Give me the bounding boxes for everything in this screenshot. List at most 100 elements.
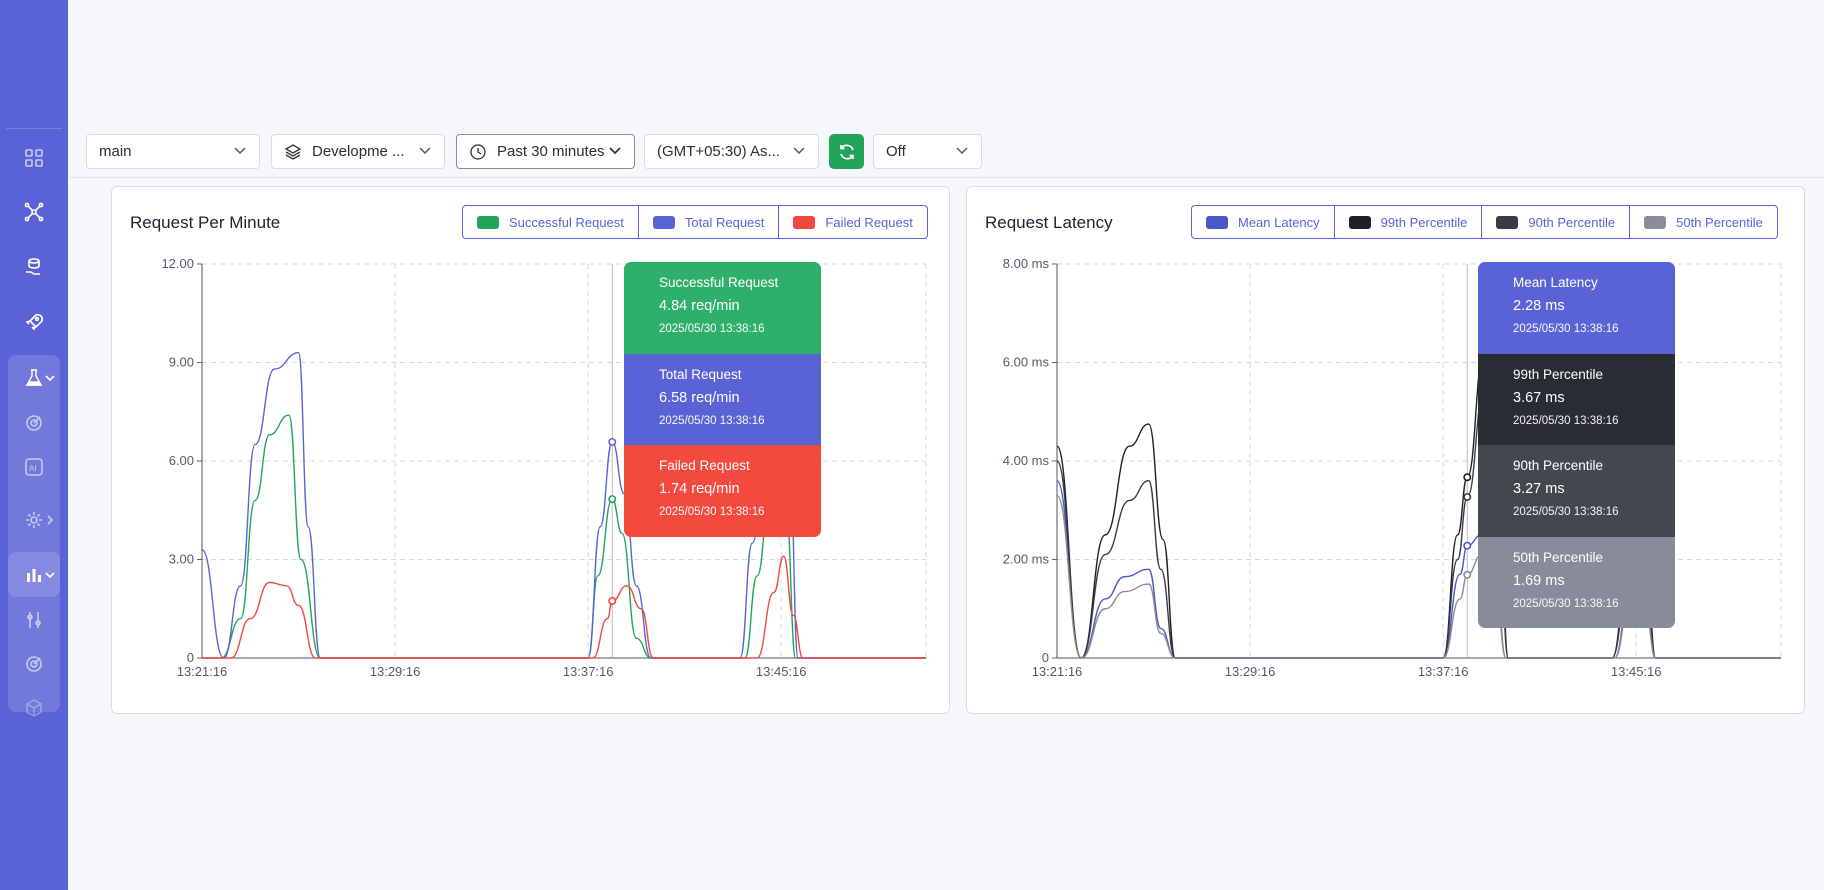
goal-target-icon[interactable] <box>20 650 48 678</box>
chevron-down-icon <box>956 147 968 155</box>
sliders-icon[interactable] <box>20 606 48 634</box>
clock-icon <box>470 143 486 160</box>
chevron-right-icon[interactable] <box>44 514 56 526</box>
chevron-down-icon <box>234 147 246 155</box>
legend-swatch <box>1644 215 1667 229</box>
dashboard-icon[interactable] <box>20 144 48 172</box>
tooltip-series-name: 50th Percentile <box>1513 549 1604 565</box>
environment-select-value: Developme ... <box>312 143 405 160</box>
flask-icon[interactable] <box>20 364 48 392</box>
latency-chart[interactable]: 0 2.00 ms 4.00 ms 6.00 ms 8.00 ms 13:21:16 13:… <box>967 187 1806 715</box>
legend-successful-request[interactable]: Successful Request <box>463 206 639 238</box>
branch-select-value: main <box>99 143 132 160</box>
legend-label: Total Request <box>684 214 765 230</box>
auto-refresh-select[interactable]: Off <box>873 134 982 169</box>
legend-swatch <box>793 215 816 229</box>
tooltip-time: 2025/05/30 13:38:16 <box>659 414 765 427</box>
x-tick-label: 13:21:16 <box>1032 664 1083 679</box>
legend-swatch <box>652 215 675 229</box>
ai-icon[interactable]: AI <box>20 453 48 481</box>
chart-tooltip: Mean Latency 2.28 ms 2025/05/30 13:38:16… <box>1478 262 1675 628</box>
hover-point <box>1463 570 1472 579</box>
tooltip-time: 2025/05/30 13:38:16 <box>1513 323 1619 335</box>
sidebar-divider <box>6 128 62 129</box>
tooltip-time: 2025/05/30 13:38:16 <box>659 506 765 518</box>
panel-title: Request Latency <box>985 213 1113 232</box>
chart-tooltip: Successful Request 4.84 req/min 2025/05/… <box>624 262 821 537</box>
panel-title: Request Per Minute <box>130 213 281 232</box>
tooltip-series-name: Successful Request <box>659 275 779 290</box>
tooltip-value: 3.67 ms <box>1513 389 1565 406</box>
hover-point <box>608 495 617 504</box>
legend-total-request[interactable]: Total Request <box>639 206 780 238</box>
refresh-icon <box>839 143 854 160</box>
layers-icon <box>284 143 302 160</box>
bar-chart-icon[interactable] <box>20 561 48 589</box>
network-icon[interactable] <box>20 198 48 226</box>
tooltip-value: 3.27 ms <box>1513 481 1565 497</box>
tooltip-mean: Mean Latency 2.28 ms 2025/05/30 13:38:16 <box>1478 262 1675 354</box>
tooltip-failed: Failed Request 1.74 req/min 2025/05/30 1… <box>624 445 821 537</box>
chevron-down-icon[interactable] <box>44 569 56 581</box>
chevron-down-icon <box>609 147 621 155</box>
legend-label: Mean Latency <box>1238 214 1320 230</box>
y-tick-label: 3.00 <box>169 552 194 567</box>
tooltip-p50: 50th Percentile 1.69 ms 2025/05/30 13:38… <box>1478 536 1675 628</box>
chevron-down-icon <box>419 147 431 155</box>
x-tick-label: 13:45:16 <box>756 664 807 679</box>
rpm-chart[interactable]: 0 3.00 6.00 9.00 12.00 13:21:16 13:29:16 13:37:… <box>112 187 951 715</box>
tooltip-value: 6.58 req/min <box>659 389 740 406</box>
refresh-button[interactable] <box>829 134 864 169</box>
tooltip-value: 4.84 req/min <box>659 298 740 314</box>
chart-legend: Mean Latency 99th Percentile 90th Percen… <box>1191 205 1778 239</box>
y-tick-label: 12.00 <box>161 256 194 271</box>
hover-point <box>608 437 617 446</box>
x-tick-label: 13:45:16 <box>1611 664 1662 679</box>
legend-swatch <box>477 215 499 229</box>
y-tick-label: 0 <box>1042 650 1049 665</box>
tooltip-value: 1.74 req/min <box>659 481 740 497</box>
legend-label: Failed Request <box>825 214 913 230</box>
legend-99th-percentile[interactable]: 99th Percentile <box>1335 206 1483 238</box>
tooltip-successful: Successful Request 4.84 req/min 2025/05/… <box>624 262 821 354</box>
y-tick-label: 6.00 <box>169 453 194 468</box>
tooltip-value: 2.28 ms <box>1513 298 1565 314</box>
tooltip-series-name: Mean Latency <box>1513 275 1598 290</box>
hover-point <box>1463 541 1472 550</box>
legend-swatch <box>1206 215 1228 229</box>
rocket-icon[interactable] <box>20 308 48 336</box>
legend-failed-request[interactable]: Failed Request <box>779 206 926 238</box>
chart-legend: Successful Request Total Request Failed … <box>462 205 928 239</box>
hover-point <box>1463 473 1472 482</box>
branch-select[interactable]: main <box>86 134 260 169</box>
timezone-select[interactable]: (GMT+05:30) As... <box>644 134 819 169</box>
environment-select[interactable]: Developme ... <box>271 134 445 169</box>
legend-mean-latency[interactable]: Mean Latency <box>1192 206 1335 238</box>
legend-90th-percentile[interactable]: 90th Percentile <box>1482 206 1631 238</box>
legend-50th-percentile[interactable]: 50th Percentile <box>1630 206 1777 238</box>
toolbar <box>68 0 1824 178</box>
chevron-down-icon[interactable] <box>44 372 56 384</box>
time-range-select[interactable]: Past 30 minutes <box>456 134 635 169</box>
x-tick-label: 13:21:16 <box>177 664 228 679</box>
target-icon[interactable] <box>20 409 48 437</box>
tooltip-time: 2025/05/30 13:38:16 <box>1513 597 1619 610</box>
legend-label: 50th Percentile <box>1676 214 1763 230</box>
legend-swatch <box>1348 215 1371 229</box>
y-tick-label: 9.00 <box>169 355 194 370</box>
tooltip-series-name: 99th Percentile <box>1513 366 1604 382</box>
settings-gear-icon[interactable] <box>20 506 48 534</box>
x-tick-label: 13:37:16 <box>1418 664 1469 679</box>
tooltip-series-name: 90th Percentile <box>1513 458 1604 473</box>
tooltip-time: 2025/05/30 13:38:16 <box>1513 506 1619 518</box>
cube-icon[interactable] <box>20 694 48 722</box>
tooltip-total: Total Request 6.58 req/min 2025/05/30 13… <box>624 353 821 445</box>
tooltip-time: 2025/05/30 13:38:16 <box>1513 414 1619 427</box>
y-tick-label: 4.00 ms <box>1003 453 1050 468</box>
database-hand-icon[interactable] <box>20 253 48 281</box>
legend-label: 99th Percentile <box>1380 214 1468 230</box>
tooltip-value: 1.69 ms <box>1513 572 1565 589</box>
tooltip-p99: 99th Percentile 3.67 ms 2025/05/30 13:38… <box>1478 353 1675 445</box>
x-tick-label: 13:29:16 <box>370 664 421 679</box>
hover-point <box>1463 492 1472 501</box>
